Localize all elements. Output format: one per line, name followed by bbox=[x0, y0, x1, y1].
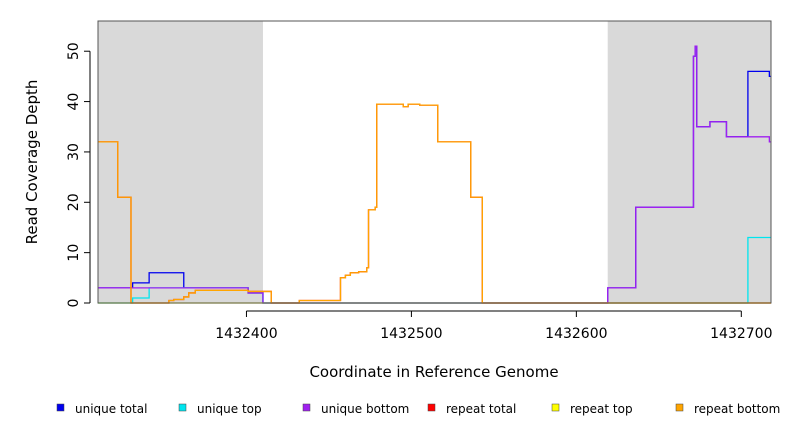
legend-label-unique-top: unique top bbox=[197, 402, 262, 416]
legend-label-unique-total: unique total bbox=[75, 402, 147, 416]
legend-swatch-repeat-bottom bbox=[675, 403, 684, 412]
legend-label-unique-bottom: unique bottom bbox=[321, 402, 409, 416]
x-axis-title: Coordinate in Reference Genome bbox=[309, 363, 558, 381]
legend-label-repeat-top: repeat top bbox=[570, 402, 633, 416]
x-tick-label: 1432500 bbox=[380, 326, 442, 342]
y-tick-label: 10 bbox=[66, 244, 82, 262]
x-tick-label: 1432600 bbox=[545, 326, 607, 342]
shaded-region-2 bbox=[607, 21, 771, 303]
legend-swatch-repeat-top bbox=[551, 403, 560, 412]
y-tick-label: 30 bbox=[66, 143, 82, 161]
legend: unique total unique top unique bottom repea… bbox=[56, 402, 780, 416]
y-axis-title: Read Coverage Depth bbox=[23, 80, 41, 245]
legend-swatch-unique-bottom bbox=[302, 403, 311, 412]
legend-label-repeat-bottom: repeat bottom bbox=[694, 402, 780, 416]
x-tick-label: 1432700 bbox=[710, 326, 772, 342]
x-tick-label: 1432400 bbox=[215, 326, 277, 342]
legend-swatch-unique-top bbox=[178, 403, 187, 412]
plot-frame bbox=[97, 20, 772, 304]
y-axis: 0 10 20 30 40 50 bbox=[66, 42, 91, 308]
y-tick-label: 20 bbox=[66, 193, 82, 211]
shaded-regions bbox=[98, 21, 771, 303]
y-tick-label: 0 bbox=[66, 299, 82, 308]
y-tick-label: 40 bbox=[66, 93, 82, 111]
legend-swatch-unique-total bbox=[56, 403, 65, 412]
shaded-region-1 bbox=[98, 21, 263, 303]
legend-swatch-repeat-total bbox=[427, 403, 436, 412]
series-line-unique-bottom bbox=[98, 45, 771, 304]
legend-label-repeat-total: repeat total bbox=[446, 402, 516, 416]
y-tick-label: 50 bbox=[66, 42, 82, 60]
x-axis: 1432400 1432500 1432600 1432700 bbox=[215, 310, 772, 342]
series-line-repeat-bottom bbox=[98, 103, 771, 304]
